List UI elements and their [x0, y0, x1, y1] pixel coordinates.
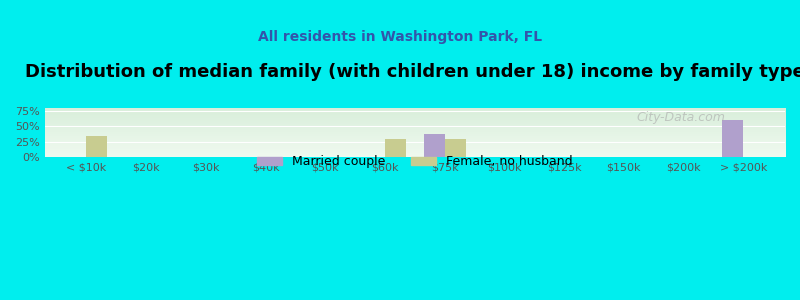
Bar — [385, 139, 406, 157]
Bar — [445, 139, 466, 157]
Bar — [722, 120, 743, 157]
Bar — [86, 136, 107, 157]
Legend: Married couple, Female, no husband: Married couple, Female, no husband — [252, 150, 578, 173]
Text: City-Data.com: City-Data.com — [637, 111, 726, 124]
Title: Distribution of median family (with children under 18) income by family type: Distribution of median family (with chil… — [25, 63, 800, 81]
Text: All residents in Washington Park, FL: All residents in Washington Park, FL — [258, 29, 542, 44]
Bar — [424, 134, 445, 157]
